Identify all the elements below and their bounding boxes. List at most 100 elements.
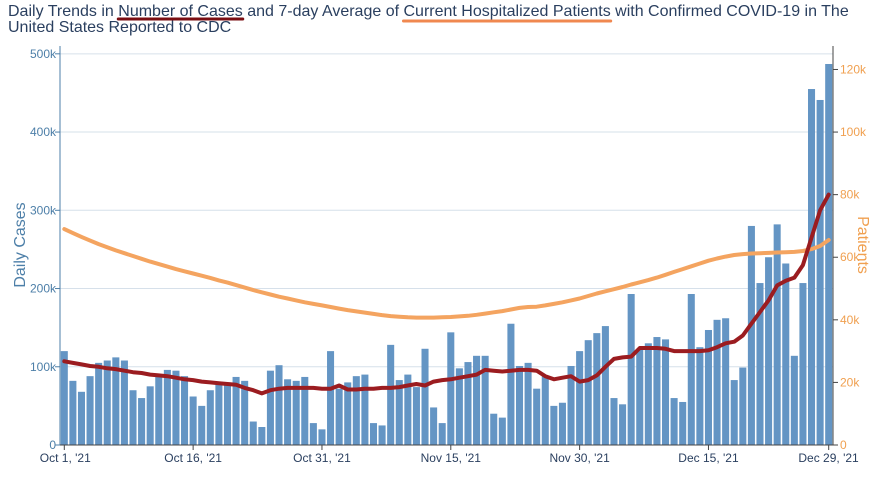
x-tick-label-2: Oct 31, '21 (293, 451, 351, 465)
bar-86 (799, 283, 807, 445)
y2-axis-title: Patients (854, 216, 870, 274)
y-tick-label-3: 300k (30, 203, 57, 217)
y2-tick-label-2: 40k (840, 313, 860, 327)
bar-5 (103, 360, 111, 445)
x-tick-label-6: Dec 29, '21 (798, 451, 859, 465)
bar-84 (782, 263, 790, 445)
bar-16 (198, 405, 206, 445)
bar-40 (404, 374, 412, 445)
bar-10 (146, 386, 154, 445)
bar-67 (636, 349, 644, 445)
bar-15 (189, 396, 197, 445)
x-tick-label-4: Nov 30, '21 (549, 451, 610, 465)
bar-28 (301, 376, 309, 445)
title-part-3: Current Hospitalized Patients (403, 3, 610, 20)
bar-63 (601, 326, 609, 445)
bar-82 (765, 257, 773, 445)
bar-57 (550, 405, 558, 445)
bar-44 (438, 423, 446, 445)
bar-47 (464, 362, 472, 445)
bar-36 (369, 423, 378, 445)
bar-37 (378, 425, 386, 445)
line-hospitalized-patients (62, 227, 831, 320)
bar-72 (679, 401, 687, 445)
y-tick-label-2: 200k (30, 282, 57, 296)
bar-45 (447, 332, 455, 445)
chart-title-line-1: Daily Trends in Number of Cases and 7-da… (8, 3, 849, 20)
bar-11 (155, 374, 163, 445)
bar-59 (567, 365, 575, 445)
chart-title: Daily Trends in Number of Cases and 7-da… (8, 3, 849, 36)
y-tick-label-1: 100k (30, 360, 57, 374)
bar-64 (610, 398, 618, 445)
bar-89 (825, 63, 833, 446)
bar-31 (327, 351, 335, 445)
bar-70 (661, 339, 670, 445)
bar-23 (258, 427, 266, 445)
bar-58 (558, 402, 566, 445)
y2-tick-label-5: 100k (840, 125, 867, 139)
y2-tick-label-4: 80k (840, 188, 860, 202)
bar-30 (318, 429, 326, 445)
x-tick-label-0: Oct 1, '21 (40, 451, 91, 465)
bar-42 (421, 348, 429, 445)
bar-66 (627, 294, 635, 445)
bar-74 (696, 347, 704, 445)
bar-78 (730, 380, 738, 445)
bar-83 (773, 224, 781, 445)
bar-49 (481, 355, 489, 445)
bar-60 (576, 351, 584, 445)
bar-51 (498, 417, 506, 445)
bar-54 (524, 362, 532, 445)
bar-29 (309, 423, 317, 445)
axes: 0 100k 200k 300k 400k 500k 0 20k 40k 60k 80k 100k 12… (30, 46, 867, 465)
series-lines (62, 192, 831, 396)
bar-32 (335, 388, 343, 445)
bar-65 (619, 404, 627, 445)
y-tick-label-4: 400k (30, 125, 57, 139)
bar-17 (206, 390, 214, 445)
bar-80 (747, 225, 755, 445)
bar-22 (249, 421, 257, 445)
bar-9 (138, 398, 146, 445)
y-tick-label-0: 0 (49, 438, 56, 452)
bar-3 (86, 376, 94, 445)
y2-tick-label-6: 120k (840, 62, 867, 76)
bar-27 (292, 380, 300, 445)
bar-48 (473, 355, 481, 445)
bar-0 (60, 351, 68, 445)
bar-4 (95, 362, 103, 445)
bar-55 (533, 388, 541, 445)
y2-tick-label-1: 20k (840, 375, 860, 389)
bar-7 (120, 360, 128, 445)
bar-35 (361, 374, 369, 445)
chart-title-line-2: United States Reported to CDC (8, 19, 231, 36)
bar-33 (344, 382, 352, 445)
title-part-1: Number of Cases (118, 3, 243, 20)
x-tick-label-5: Dec 15, '21 (678, 451, 739, 465)
bar-61 (584, 340, 592, 445)
bar-34 (352, 376, 360, 445)
y2-tick-label-3: 60k (840, 250, 860, 264)
bar-76 (713, 319, 721, 445)
bar-85 (790, 355, 798, 445)
bar-24 (266, 370, 274, 445)
bar-68 (644, 343, 652, 445)
bar-62 (593, 333, 601, 445)
bar-26 (284, 379, 292, 445)
gridlines (60, 53, 833, 368)
bar-13 (172, 370, 180, 445)
title-part-0: Daily Trends in (8, 3, 118, 20)
bar-18 (215, 383, 223, 445)
x-tick-label-1: Oct 16, '21 (164, 451, 222, 465)
bar-46 (455, 368, 463, 445)
bar-2 (77, 391, 85, 445)
x-tick-label-3: Nov 15, '21 (421, 451, 482, 465)
bar-21 (241, 380, 249, 445)
bar-6 (112, 357, 120, 445)
bar-56 (541, 376, 549, 445)
bar-25 (275, 365, 283, 445)
bar-79 (739, 367, 747, 445)
line-7day-average-cases (62, 192, 831, 396)
bar-87 (808, 89, 816, 445)
